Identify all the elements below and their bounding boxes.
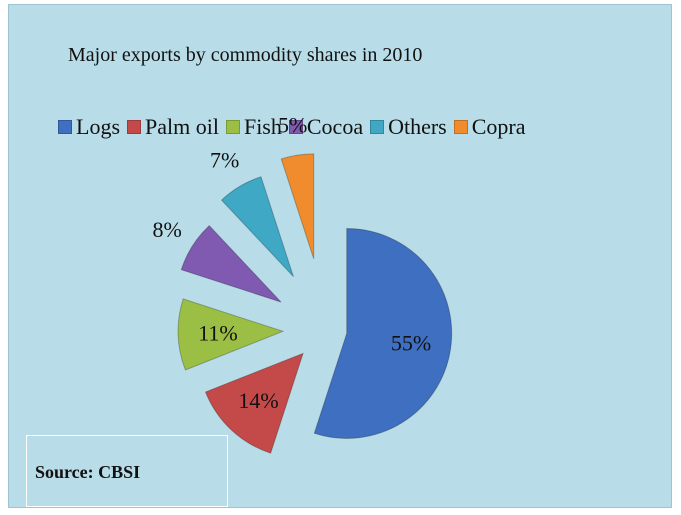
pie-slice-copra bbox=[280, 153, 315, 260]
legend-swatch bbox=[225, 120, 240, 134]
legend-label: Cocoa bbox=[306, 114, 364, 139]
source-box bbox=[26, 435, 228, 507]
pie-labels: 55% 14% 11% 8% 7% 5% bbox=[152, 113, 431, 413]
pie-slice-others bbox=[220, 176, 294, 277]
legend-label: Fish bbox=[243, 114, 282, 139]
legend-label: Others bbox=[388, 114, 447, 139]
source-label: Source: CBSI bbox=[35, 462, 141, 482]
legend-label: Copra bbox=[471, 114, 526, 139]
pie-slices bbox=[177, 153, 453, 454]
pie-slice-fish bbox=[177, 298, 285, 371]
legend-swatch bbox=[453, 120, 468, 134]
legend-item-copra: Copra bbox=[453, 114, 526, 140]
chart-legend: Logs Palm oil Fish Cocoa Others Copra bbox=[58, 112, 533, 142]
pie-slice-logs bbox=[313, 227, 453, 439]
legend-item-fish: Fish bbox=[225, 114, 282, 140]
pie-label-logs: 55% bbox=[391, 331, 431, 356]
pie-label-cocoa: 8% bbox=[152, 217, 181, 242]
pie-label-others: 7% bbox=[210, 147, 239, 172]
pie-label-copra: 5% bbox=[278, 113, 307, 138]
pie-label-palm-oil: 14% bbox=[238, 388, 278, 413]
legend-item-cocoa: Cocoa bbox=[288, 114, 364, 140]
legend-item-others: Others bbox=[370, 114, 447, 140]
legend-label: Palm oil bbox=[145, 114, 219, 139]
legend-swatch bbox=[370, 120, 385, 134]
pie-slice-palm-oil bbox=[204, 352, 304, 454]
pie-slice-cocoa bbox=[180, 224, 282, 303]
legend-item-palm-oil: Palm oil bbox=[127, 114, 219, 140]
legend-swatch bbox=[58, 120, 72, 134]
legend-swatch bbox=[127, 120, 141, 134]
pie-label-fish: 11% bbox=[198, 320, 238, 345]
legend-item-logs: Logs bbox=[58, 114, 120, 140]
chart-title: Major exports by commodity shares in 201… bbox=[68, 44, 423, 66]
legend-label: Logs bbox=[76, 114, 120, 139]
legend-swatch bbox=[288, 120, 303, 134]
